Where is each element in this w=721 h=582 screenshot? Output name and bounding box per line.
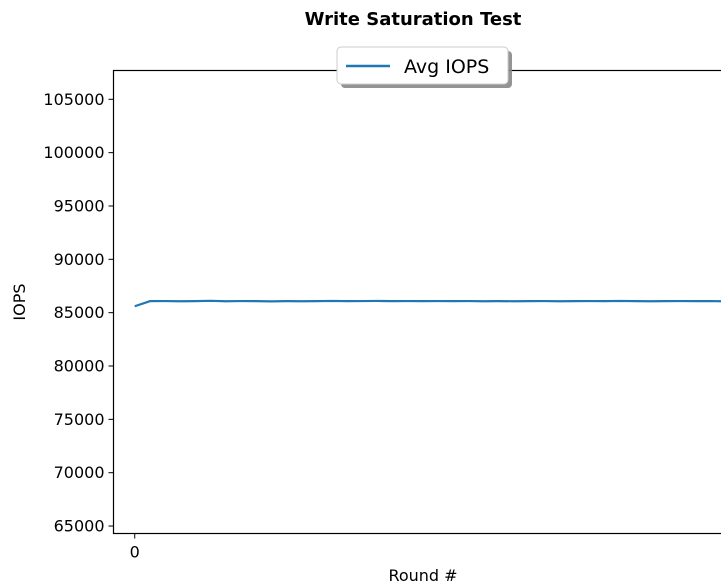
y-tick-label: 90000 (54, 250, 105, 269)
y-tick-label: 100000 (43, 143, 104, 162)
y-tick-label: 75000 (54, 410, 105, 429)
y-tick-label: 65000 (54, 517, 105, 536)
y-tick-label: 105000 (43, 90, 104, 109)
legend-box (336, 46, 509, 85)
series-line-avg-iops (134, 299, 721, 308)
chart-title: Write Saturation Test (305, 9, 522, 30)
legend: Avg IOPS (336, 46, 512, 88)
x-axis-label: Round # (388, 566, 457, 582)
legend-entry-avg-iops: Avg IOPS (404, 56, 489, 78)
y-tick-label: 85000 (54, 303, 105, 322)
y-tick-label: 80000 (54, 357, 105, 376)
x-tick-label: 0 (130, 543, 140, 562)
y-tick-label: 70000 (54, 463, 105, 482)
y-axis-ticks: 65000 70000 75000 80000 85000 90000 95000 10000… (43, 90, 114, 536)
y-tick-label: 95000 (54, 196, 105, 215)
y-axis-label: IOPS (10, 283, 29, 320)
x-axis-ticks: 0 (130, 533, 140, 562)
plot-area: 65000 70000 75000 80000 85000 90000 95000 10000… (43, 69, 721, 562)
